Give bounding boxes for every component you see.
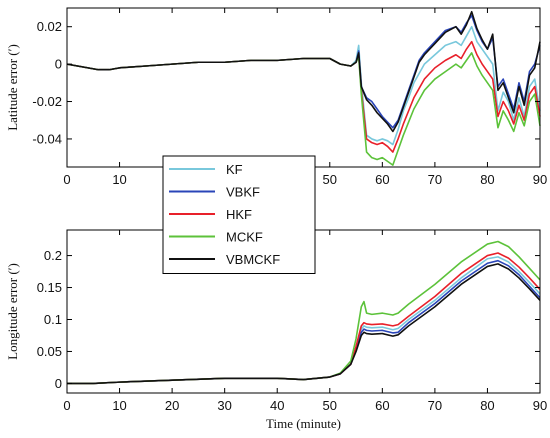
x-tick-label: 30 [217, 398, 231, 413]
series-line-mckf [66, 52, 541, 166]
y-tick-label: -0.02 [32, 94, 62, 109]
x-tick-label: 0 [63, 398, 70, 413]
longitude-error-panel: 0 10 20 30 40 50 60 70 80 90 0 0.05 0.1 0.15 0.2 Longit… [5, 229, 547, 431]
y-axis-label: Longitude error (′) [5, 263, 20, 360]
x-tick-label: 90 [533, 398, 547, 413]
y-tick-label: 0.05 [37, 344, 62, 359]
legend-label-kf: KF [226, 162, 243, 177]
y-tick-label: 0 [55, 376, 62, 391]
x-tick-label: 50 [323, 398, 337, 413]
x-tick-label: 10 [112, 172, 126, 187]
y-axis-label: Latitude error (′) [5, 44, 20, 131]
y-tick-label: 0.2 [44, 248, 62, 263]
x-tick-label: 50 [323, 172, 337, 187]
x-tick-label: 10 [112, 398, 126, 413]
x-tick-label: 80 [480, 172, 494, 187]
legend: KF VBKF HKF MCKF VBMCKF [162, 155, 316, 274]
x-axis-label: Time (minute) [266, 416, 341, 431]
x-tick-label: 60 [375, 398, 389, 413]
x-tick-label: 70 [428, 172, 442, 187]
series-line-vbmckf [67, 263, 541, 385]
x-tick-label: 90 [533, 172, 547, 187]
legend-label-vbkf: VBKF [226, 185, 260, 200]
x-tick-label: 20 [165, 398, 179, 413]
y-tick-label: 0.15 [37, 280, 62, 295]
x-tick-label: 70 [428, 398, 442, 413]
y-tick-label: 0.02 [37, 19, 62, 34]
x-tick-label: 60 [375, 172, 389, 187]
legend-label-vbmckf: VBMCKF [226, 252, 280, 267]
legend-label-hkf: HKF [226, 207, 252, 222]
y-tick-label: 0 [55, 57, 62, 72]
legend-label-mckf: MCKF [226, 230, 263, 245]
x-tick-label: 80 [480, 398, 494, 413]
y-tick-label: 0.1 [44, 312, 62, 327]
series-line-vbmckf [66, 10, 541, 133]
y-tick-label: -0.04 [32, 131, 62, 146]
x-tick-label: 0 [63, 172, 70, 187]
x-tick-label: 40 [270, 398, 284, 413]
